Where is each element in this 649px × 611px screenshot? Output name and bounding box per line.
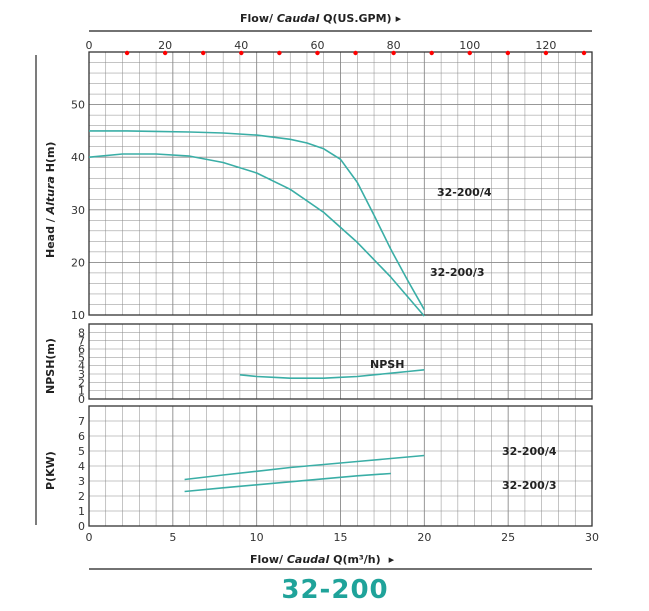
power-y-tick-label: 2 — [78, 490, 85, 503]
frame-layer — [35, 30, 593, 570]
power-y-tick-label: 0 — [78, 520, 85, 533]
x-tick-label: 30 — [585, 531, 599, 544]
top-axis-marker — [581, 50, 587, 56]
head-y-tick-label: 20 — [71, 256, 85, 269]
power-y-tick-label: 4 — [78, 460, 85, 473]
panel-frame-head — [88, 51, 593, 316]
bottom-axis-title: Flow/ Caudal Q(m³/h) ▸ — [250, 553, 395, 566]
power-series-32-200-4 — [184, 454, 425, 481]
x-tick-label: 5 — [169, 531, 176, 544]
npsh-y-tick-label: 1 — [78, 385, 85, 398]
power-y-tick-label: 5 — [78, 445, 85, 458]
head-series-32-200-3 — [88, 153, 425, 317]
x-tick-label: 0 — [86, 531, 93, 544]
x-tick-label: 25 — [501, 531, 515, 544]
x-tick-label: 20 — [417, 531, 431, 544]
head-y-tick-label: 40 — [71, 151, 85, 164]
curve-layer — [88, 130, 425, 493]
npsh-y-tick-label: 3 — [78, 368, 85, 381]
top-axis-marker — [201, 50, 206, 56]
power-y-tick-label: 1 — [78, 505, 85, 518]
grid-layer — [89, 52, 592, 526]
top-x-tick-label: 60 — [310, 39, 324, 52]
head-y-tick-label: 50 — [71, 99, 85, 112]
top-axis-marker — [353, 50, 358, 56]
bottom-axis-arrow-icon: ▸ — [389, 553, 395, 566]
top-axis-marker — [505, 50, 511, 56]
power-curve-label-32-200-4: 32-200/4 — [502, 445, 557, 458]
panel-frame-power — [88, 405, 593, 527]
top-axis-marker — [467, 50, 472, 56]
power-y-tick-label: 7 — [78, 415, 85, 428]
top-axis-marker — [239, 50, 244, 56]
power-y-tick-label: 3 — [78, 475, 85, 488]
top-axis-marker — [543, 50, 549, 56]
top-axis-marker — [391, 50, 396, 56]
top-x-tick-label: 0 — [86, 39, 93, 52]
top-x-tick-label: 40 — [234, 39, 248, 52]
top-x-tick-label: 80 — [387, 39, 401, 52]
npsh-series-NPSH — [239, 369, 425, 379]
head-axis-title: Head / Altura H(m) — [44, 142, 57, 258]
top-axis-marker — [162, 50, 168, 56]
head-y-tick-label: 10 — [71, 309, 85, 322]
head-y-tick-label: 30 — [71, 204, 85, 217]
panel-frame-npsh — [88, 323, 593, 400]
top-axis-marker — [124, 50, 130, 56]
npsh-y-tick-label: 4 — [78, 360, 85, 373]
top-x-tick-label: 100 — [459, 39, 480, 52]
top-x-tick-label: 120 — [535, 39, 556, 52]
head-curve-label-32-200-3: 32-200/3 — [430, 266, 485, 279]
npsh-curve-label: NPSH — [370, 358, 404, 371]
npsh-y-tick-label: 7 — [78, 335, 85, 348]
head-curve-label-32-200-4: 32-200/4 — [437, 186, 492, 199]
top-axis-marker — [315, 50, 320, 56]
power-curve-label-32-200-3: 32-200/3 — [502, 479, 557, 492]
head-series-32-200-4 — [89, 130, 425, 311]
x-tick-label: 10 — [250, 531, 264, 544]
top-axis-marker — [277, 50, 282, 56]
top-axis-arrow-icon: ▸ — [396, 12, 402, 25]
top-axis-marker — [429, 50, 434, 56]
npsh-y-tick-label: 8 — [78, 326, 85, 339]
power-series-32-200-3 — [184, 472, 391, 493]
power-axis-title: P(KW) — [44, 451, 57, 490]
npsh-y-tick-label: 6 — [78, 343, 85, 356]
top-axis-title: Flow/ Caudal Q(US.GPM) ▸ — [240, 12, 402, 25]
npsh-y-tick-label: 0 — [78, 393, 85, 406]
npsh-y-tick-label: 2 — [78, 376, 85, 389]
label-layer: 32-200/4 32-200/3 NPSH 32-200/4 32-200/3… — [44, 12, 557, 605]
npsh-y-tick-label: 5 — [78, 351, 85, 364]
x-tick-label: 15 — [334, 531, 348, 544]
npsh-axis-title: NPSH(m) — [44, 338, 57, 394]
power-y-tick-label: 6 — [78, 430, 85, 443]
model-title: 32-200 — [281, 575, 388, 605]
top-x-tick-label: 20 — [158, 39, 172, 52]
